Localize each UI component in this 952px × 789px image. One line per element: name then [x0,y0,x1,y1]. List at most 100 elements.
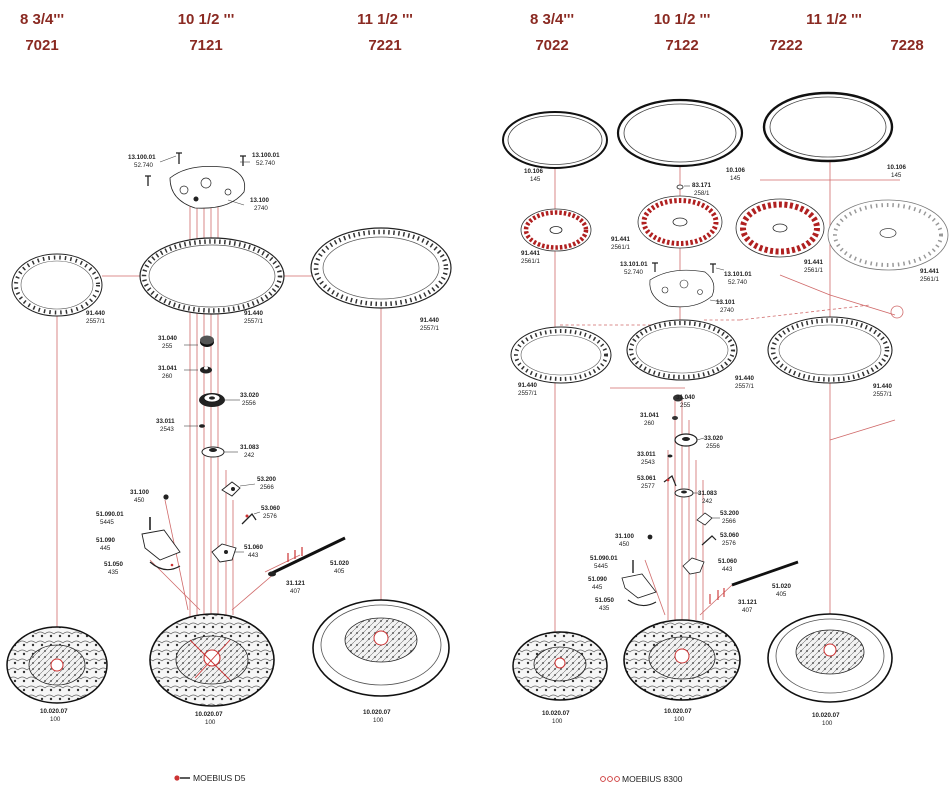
part-code: 51.060 [244,544,263,551]
part-code: 10.020.07 [363,709,391,716]
movement-7221-illustration [312,599,450,697]
movement-7022-illustration [512,631,608,701]
part-code: 13.101 [716,299,735,306]
part-code: 10.020.07 [40,708,68,715]
calibre-label-7021: 7021 [25,37,58,54]
part-ref: 2557/1 [86,318,105,325]
part-ref: 145 [891,172,902,179]
date-ring-7221-illustration [310,227,452,309]
part-ref: 2561/1 [611,244,630,251]
part-ref: 100 [50,716,61,723]
part-code: 91.440 [244,310,263,317]
part-code: 53.060 [261,505,280,512]
spring-53060-illustration [701,535,717,546]
wheel-33020-illustration [199,393,225,407]
part-ref: 260 [644,420,655,427]
header-group-left: 8 3/4''' 7021 10 1/2 ''' 7121 11 1/2 '''… [20,11,413,54]
part-ref: 100 [552,718,563,725]
date-ring-7022-illustration [510,326,612,384]
part-ref: 2740 [720,307,734,314]
part-code: 91.441 [521,250,540,257]
movement-7222-illustration [767,613,893,703]
part-code: 53.061 [637,475,656,482]
left-leader-lines [159,155,261,553]
part-code: 31.121 [738,599,757,606]
part-ref: 435 [599,605,610,612]
part-code: 91.441 [804,259,823,266]
part-ref: 258/1 [694,190,710,197]
part-code: 51.050 [595,597,614,604]
part-ref: 5445 [594,563,608,570]
part-code: 13.100.01 [252,152,280,159]
part-ref: 52.740 [624,269,643,276]
part-ref: 2557/1 [244,318,263,325]
part-code: 53.200 [257,476,276,483]
right-part-labels: 10.106 145 10.106 145 10.106 145 83.171 … [518,164,939,727]
size-label-7021: 8 3/4''' [20,11,64,28]
part-ref: 242 [702,498,713,505]
part-code: 31.041 [640,412,659,419]
screw-31100-illustration [163,494,169,500]
part-code: 91.440 [86,310,105,317]
part-code: 10.020.07 [195,711,223,718]
part-code: 31.041 [158,365,177,372]
plate-13100-illustration [145,152,246,209]
size-label-7121: 10 1/2 ''' [178,11,235,28]
header-group-right: 8 3/4''' 7022 10 1/2 ''' 7122 11 1/2 '''… [530,11,924,54]
lever-53200-illustration [696,512,713,526]
screw-31100-illustration [647,534,653,540]
part-code: 31.100 [615,533,634,540]
part-ref: 2576 [722,540,736,547]
part-code: 10.106 [524,168,543,175]
part-ref: 2557/1 [518,390,537,397]
part-code: 10.106 [726,167,745,174]
part-ref: 443 [248,552,259,559]
day-disc-7122-illustration [637,195,723,249]
part-ref: 2557/1 [873,391,892,398]
part-code: 10.020.07 [542,710,570,717]
part-code: 31.040 [158,335,177,342]
part-ref: 52.740 [256,160,275,167]
wheel-31041-illustration [672,416,678,420]
part-ref: 450 [134,497,145,504]
part-ref: 2576 [263,513,277,520]
date-ring-7021-illustration [11,253,103,317]
day-disc-7222-illustration [735,198,825,258]
part-ref: 2543 [641,459,655,466]
part-ref: 52.740 [728,279,747,286]
part-ref: 2543 [160,426,174,433]
pinion-31121-illustration [268,571,276,577]
wheel-31083-illustration [674,488,694,498]
part-code: 91.440 [735,375,754,382]
part-code: 13.101.01 [620,261,648,268]
part-code: 53.060 [720,532,739,539]
part-code: 31.040 [676,394,695,401]
part-ref: 407 [742,607,753,614]
lever-53061-illustration [663,475,677,487]
part-ref: 100 [373,717,384,724]
part-code: 91.441 [611,236,630,243]
part-code: 51.090.01 [590,555,618,562]
stem-51020-illustration [269,536,346,576]
movement-7122-illustration [623,619,741,701]
part-code: 10.106 [887,164,906,171]
part-code: 51.060 [718,558,737,565]
part-ref: 405 [334,568,345,575]
part-ref: 2561/1 [521,258,540,265]
part-ref: 145 [730,175,741,182]
part-ref: 5445 [100,519,114,526]
part-ref: 443 [722,566,733,573]
part-ref: 242 [244,452,255,459]
part-ref: 435 [108,569,119,576]
part-code: 31.083 [698,490,717,497]
part-code: 31.083 [240,444,259,451]
lever-53200-illustration [221,481,241,497]
part-code: 33.011 [637,451,656,458]
part-code: 53.200 [720,510,739,517]
part-ref: 2561/1 [920,276,939,283]
bezel-ring-7022-illustration [502,111,608,169]
part-ref: 52.740 [134,162,153,169]
legend-label-8300: MOEBIUS 8300 [622,774,683,784]
legend-label-d5: MOEBIUS D5 [193,773,246,783]
part-code: 31.121 [286,580,305,587]
